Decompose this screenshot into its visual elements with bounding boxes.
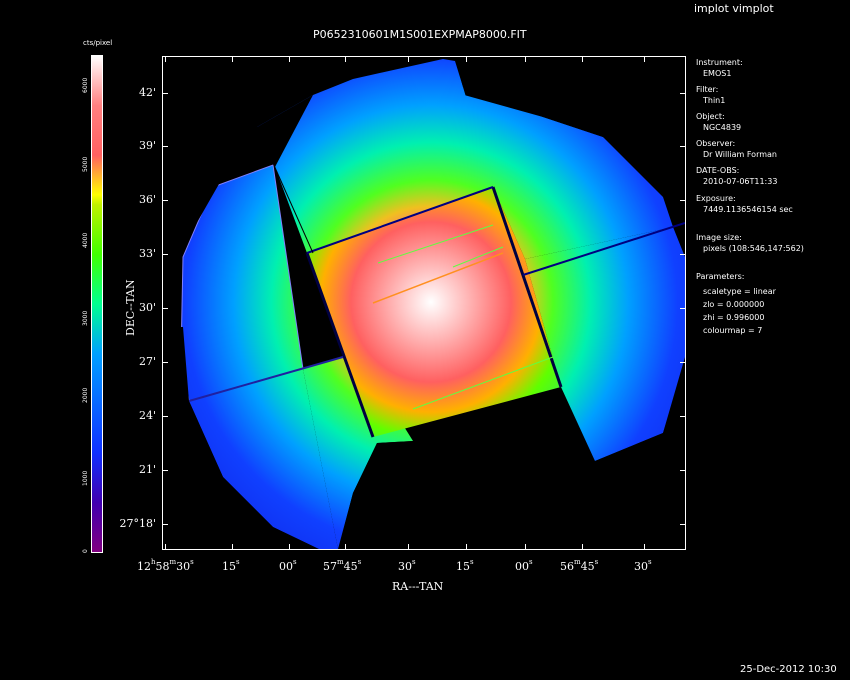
y-tick-mark [680,470,686,471]
filter-value: Thin1 [703,96,726,105]
instrument-label: Instrument: [696,58,743,67]
x-tick-mark [525,56,526,62]
x-axis-label: RA---TAN [392,580,444,593]
object-label: Object: [696,112,725,121]
y-tick-label: 39' [138,139,156,152]
x-tick-label: 00s [279,558,297,573]
plot-title: P0652310601M1S001EXPMAP8000.FIT [313,28,527,41]
x-tick-mark [408,56,409,62]
timestamp: 25-Dec-2012 10:30 [740,664,837,675]
colorbar-tick-label: 4000 [82,232,89,248]
y-tick-mark [162,416,168,417]
instrument-value: EMOS1 [703,69,732,78]
y-tick-label: 27°18' [119,517,156,530]
observer-label: Observer: [696,139,736,148]
colorbar-tick-label: 6000 [82,77,89,93]
y-tick-label: 21' [138,463,156,476]
param-zlo: zlo = 0.000000 [703,300,765,309]
x-tick-label: 30s [398,558,416,573]
x-tick-mark [232,56,233,62]
x-tick-mark [466,56,467,62]
date-value: 2010-07-06T11:33 [703,177,778,186]
y-tick-mark [680,146,686,147]
y-tick-mark [680,362,686,363]
x-tick-label: 15s [222,558,240,573]
image-size-label: Image size: [696,233,742,242]
x-tick-label: 57m45s [323,558,362,573]
x-tick-mark [644,544,645,550]
y-tick-mark [162,362,168,363]
x-tick-mark [165,56,166,62]
filter-label: Filter: [696,85,719,94]
x-tick-mark [165,544,166,550]
y-tick-mark [680,524,686,525]
x-tick-mark [408,544,409,550]
y-tick-label: 30' [138,301,156,314]
colorbar-tick-label: 2000 [82,387,89,403]
colorbar-tick-label: 3000 [82,310,89,326]
y-tick-mark [680,93,686,94]
y-tick-label: 24' [138,409,156,422]
exposure-map-plot[interactable] [162,56,686,550]
x-tick-mark [466,544,467,550]
date-label: DATE-OBS: [696,166,740,175]
x-tick-label: 30s [634,558,652,573]
param-colourmap: colourmap = 7 [703,326,763,335]
y-tick-mark [680,416,686,417]
y-tick-mark [162,200,168,201]
y-tick-mark [680,254,686,255]
x-tick-mark [289,544,290,550]
x-tick-mark [582,544,583,550]
x-tick-label: 56m45s [560,558,599,573]
x-tick-mark [345,56,346,62]
y-tick-mark [162,308,168,309]
x-tick-mark [582,56,583,62]
x-tick-label: 12h58m30s [137,558,194,573]
y-tick-label: 42' [138,86,156,99]
param-zhi: zhi = 0.996000 [703,313,765,322]
y-tick-label: 27' [138,355,156,368]
y-tick-mark [162,254,168,255]
colorbar-label: cts/pixel [83,39,113,47]
param-scaletype: scaletype = linear [703,287,776,296]
y-tick-label: 36' [138,193,156,206]
y-tick-mark [680,200,686,201]
y-tick-mark [162,93,168,94]
exposure-label: Exposure: [696,194,736,203]
y-tick-mark [162,524,168,525]
menu-title[interactable]: implot vimplot [694,2,774,15]
colorbar-tick-label: 5000 [82,156,89,172]
y-tick-label: 33' [138,247,156,260]
y-tick-mark [680,308,686,309]
image-size-value: pixels (108:546,147:562) [703,244,804,253]
parameters-label: Parameters: [696,272,745,281]
y-axis-label: DEC--TAN [124,279,137,336]
x-tick-mark [289,56,290,62]
x-tick-label: 15s [456,558,474,573]
x-tick-mark [644,56,645,62]
exposure-value: 7449.1136546154 sec [703,205,793,214]
colorbar-tick-label: 0 [82,549,89,553]
x-tick-label: 00s [515,558,533,573]
colorbar-tick-label: 1000 [82,470,89,486]
object-value: NGC4839 [703,123,742,132]
y-tick-mark [162,470,168,471]
x-tick-mark [232,544,233,550]
x-tick-mark [525,544,526,550]
colorbar [91,55,103,553]
observer-value: Dr William Forman [703,150,777,159]
y-tick-mark [162,146,168,147]
x-tick-mark [345,544,346,550]
exposure-map-image [163,57,685,549]
